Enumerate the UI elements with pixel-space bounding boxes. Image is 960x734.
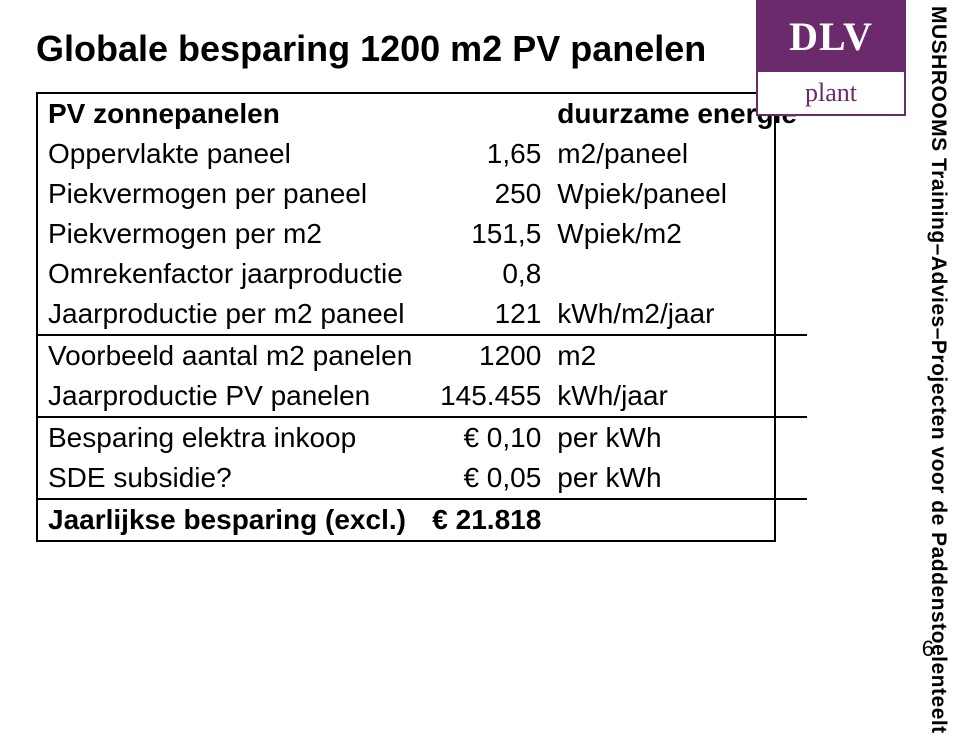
cell-value: € 21.818	[422, 499, 547, 540]
cell-value: 1,65	[422, 134, 547, 174]
table-row: Jaarproductie per m2 paneel121kWh/m2/jaa…	[38, 294, 807, 335]
cell-value: 121	[422, 294, 547, 335]
cell-label: Jaarproductie PV panelen	[38, 376, 422, 417]
cell-unit: Wpiek/paneel	[547, 174, 807, 214]
logo-bottom-text: plant	[805, 78, 857, 108]
cell-value: € 0,10	[422, 417, 547, 458]
table-row: Jaarproductie PV panelen145.455kWh/jaar	[38, 376, 807, 417]
cell-unit: per kWh	[547, 458, 807, 499]
cell-unit: per kWh	[547, 417, 807, 458]
cell-label: Voorbeeld aantal m2 panelen	[38, 335, 422, 376]
cell-label: Jaarlijkse besparing (excl.)	[38, 499, 422, 540]
cell-value: 151,5	[422, 214, 547, 254]
cell-value: 1200	[422, 335, 547, 376]
cell-label: PV zonnepanelen	[38, 94, 422, 134]
logo-top: DLV	[756, 0, 906, 72]
cell-value: 0,8	[422, 254, 547, 294]
cell-label: Piekvermogen per paneel	[38, 174, 422, 214]
data-table: PV zonnepanelenduurzame energieOppervlak…	[36, 92, 776, 542]
side-caption: MUSHROOMS Training–Advies–Projecten voor…	[916, 0, 960, 672]
table-row: Piekvermogen per paneel250Wpiek/paneel	[38, 174, 807, 214]
cell-value: 250	[422, 174, 547, 214]
cell-value: € 0,05	[422, 458, 547, 499]
table-row: SDE subsidie?€ 0,05per kWh	[38, 458, 807, 499]
table-row: PV zonnepanelenduurzame energie	[38, 94, 807, 134]
cell-label: SDE subsidie?	[38, 458, 422, 499]
cell-value	[422, 94, 547, 134]
slide: Globale besparing 1200 m2 PV panelen PV …	[0, 0, 960, 672]
brand-logo: DLV plant	[756, 0, 906, 116]
table-row: Voorbeeld aantal m2 panelen1200m2	[38, 335, 807, 376]
cell-unit	[547, 254, 807, 294]
cell-label: Omrekenfactor jaarproductie	[38, 254, 422, 294]
cell-label: Besparing elektra inkoop	[38, 417, 422, 458]
table-row: Oppervlakte paneel1,65m2/paneel	[38, 134, 807, 174]
table-row: Piekvermogen per m2151,5Wpiek/m2	[38, 214, 807, 254]
cell-value: 145.455	[422, 376, 547, 417]
cell-unit: kWh/jaar	[547, 376, 807, 417]
cell-unit	[547, 499, 807, 540]
cell-label: Jaarproductie per m2 paneel	[38, 294, 422, 335]
side-caption-text: MUSHROOMS Training–Advies–Projecten voor…	[926, 0, 950, 734]
table-row: Besparing elektra inkoop€ 0,10per kWh	[38, 417, 807, 458]
page-number: 6	[922, 636, 934, 662]
cell-unit: m2/paneel	[547, 134, 807, 174]
table-row: Jaarlijkse besparing (excl.)€ 21.818	[38, 499, 807, 540]
cell-unit: Wpiek/m2	[547, 214, 807, 254]
cell-unit: kWh/m2/jaar	[547, 294, 807, 335]
logo-bottom: plant	[756, 72, 906, 116]
table-row: Omrekenfactor jaarproductie0,8	[38, 254, 807, 294]
cell-unit: m2	[547, 335, 807, 376]
cell-label: Oppervlakte paneel	[38, 134, 422, 174]
logo-top-text: DLV	[789, 13, 873, 60]
cell-label: Piekvermogen per m2	[38, 214, 422, 254]
